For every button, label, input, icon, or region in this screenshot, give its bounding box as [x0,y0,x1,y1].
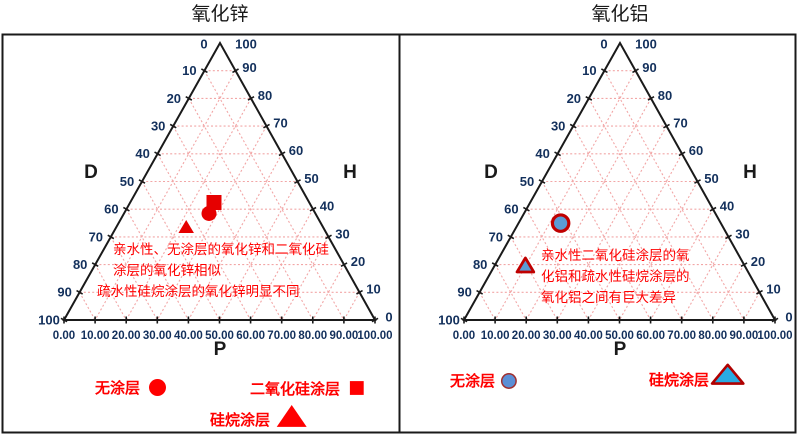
svg-text:50: 50 [520,174,534,189]
svg-text:0: 0 [385,309,392,324]
svg-text:60: 60 [104,202,118,217]
svg-text:20.00: 20.00 [512,330,541,342]
svg-text:50: 50 [704,171,718,186]
svg-text:70: 70 [673,116,687,131]
svg-text:40: 40 [720,199,734,214]
svg-text:20.00: 20.00 [112,330,141,342]
svg-text:100: 100 [235,36,257,51]
svg-text:疏水性硅烷涂层的氧化锌明显不同: 疏水性硅烷涂层的氧化锌明显不同 [97,284,300,299]
svg-text:100: 100 [38,312,60,327]
svg-text:亲水性二氧化硅涂层的氧: 亲水性二氧化硅涂层的氧 [541,248,690,263]
svg-text:50: 50 [304,171,318,186]
svg-text:60.00: 60.00 [636,330,665,342]
svg-text:100: 100 [635,36,657,51]
svg-text:化铝和疏水性硅烷涂层的: 化铝和疏水性硅烷涂层的 [541,269,690,284]
svg-text:90: 90 [642,60,656,75]
svg-text:70.00: 70.00 [267,330,296,342]
svg-text:60: 60 [689,143,703,158]
svg-text:0: 0 [785,309,792,324]
svg-text:10: 10 [366,282,380,297]
svg-text:80.00: 80.00 [698,330,727,342]
svg-text:70.00: 70.00 [667,330,696,342]
svg-text:80: 80 [73,257,87,272]
svg-text:D: D [484,162,498,183]
svg-text:30.00: 30.00 [143,330,172,342]
svg-text:氧化铝之间有巨大差异: 氧化铝之间有巨大差异 [541,290,676,305]
svg-text:90.00: 90.00 [330,330,359,342]
svg-text:10: 10 [582,63,596,78]
svg-text:亲水性、无涂层的氧化锌和二氧化硅: 亲水性、无涂层的氧化锌和二氧化硅 [113,242,329,257]
svg-text:40: 40 [535,146,549,161]
svg-text:20: 20 [751,254,765,269]
svg-text:氧化铝: 氧化铝 [591,3,648,25]
svg-text:20: 20 [567,91,581,106]
svg-text:硅烷涂层: 硅烷涂层 [649,371,709,389]
svg-text:30: 30 [551,119,565,134]
svg-text:60: 60 [504,202,518,217]
svg-text:30: 30 [335,226,349,241]
svg-text:P: P [614,339,627,360]
svg-text:30: 30 [151,119,165,134]
svg-text:H: H [343,162,357,183]
svg-text:H: H [743,162,757,183]
svg-text:70: 70 [489,229,503,244]
svg-text:10.00: 10.00 [481,330,510,342]
svg-text:60.00: 60.00 [236,330,265,342]
svg-text:0.00: 0.00 [453,330,475,342]
svg-text:50: 50 [120,174,134,189]
svg-text:90: 90 [57,285,71,300]
svg-text:涂层的氧化锌相似: 涂层的氧化锌相似 [113,263,221,278]
svg-text:P: P [214,339,227,360]
svg-text:90: 90 [457,285,471,300]
svg-text:70: 70 [273,116,287,131]
svg-text:40: 40 [320,199,334,214]
svg-text:0: 0 [600,36,607,51]
svg-text:80: 80 [658,88,672,103]
svg-text:无涂层: 无涂层 [94,379,140,397]
svg-text:10: 10 [766,282,780,297]
svg-text:90: 90 [242,60,256,75]
svg-text:D: D [84,162,98,183]
svg-text:90.00: 90.00 [730,330,759,342]
svg-text:10: 10 [182,63,196,78]
svg-text:20: 20 [167,91,181,106]
svg-text:20: 20 [351,254,365,269]
svg-text:70: 70 [89,229,103,244]
svg-text:0: 0 [200,36,207,51]
svg-text:80: 80 [473,257,487,272]
svg-text:0.00: 0.00 [53,330,75,342]
svg-text:40.00: 40.00 [574,330,603,342]
svg-text:60: 60 [289,143,303,158]
svg-text:80.00: 80.00 [298,330,327,342]
svg-text:100.00: 100.00 [357,330,392,342]
svg-text:二氧化硅涂层: 二氧化硅涂层 [250,380,340,398]
svg-text:40: 40 [135,146,149,161]
svg-text:硅烷涂层: 硅烷涂层 [210,411,270,429]
svg-text:40.00: 40.00 [174,330,203,342]
svg-text:80: 80 [258,88,272,103]
svg-text:10.00: 10.00 [81,330,110,342]
svg-text:100.00: 100.00 [757,330,792,342]
svg-text:100: 100 [438,312,460,327]
svg-text:无涂层: 无涂层 [449,372,495,390]
svg-text:30.00: 30.00 [543,330,572,342]
svg-text:30: 30 [735,226,749,241]
svg-text:氧化锌: 氧化锌 [191,3,248,25]
